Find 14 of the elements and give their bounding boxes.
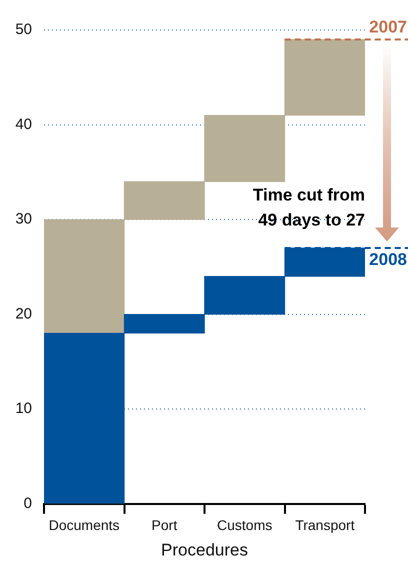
series-label: 2007 [369, 18, 407, 37]
x-tick-label: Documents [48, 517, 120, 534]
y-tick-label: 30 [15, 210, 32, 228]
x-tick-label: Transport [295, 517, 355, 534]
y-tick-label: 10 [15, 400, 32, 418]
annotation: Time cut from 49 days to 27 [252, 186, 365, 230]
y-tick-label: 50 [15, 21, 32, 38]
series-label: 2008 [369, 250, 407, 270]
x-tick-label: Port [152, 517, 178, 534]
x-axis-title: Procedures [161, 540, 248, 560]
y-tick-label: 20 [15, 305, 32, 322]
y-tick-label: 40 [15, 116, 32, 133]
x-tick-label: Customs [217, 517, 272, 534]
y-tick-label: 0 [24, 494, 32, 512]
